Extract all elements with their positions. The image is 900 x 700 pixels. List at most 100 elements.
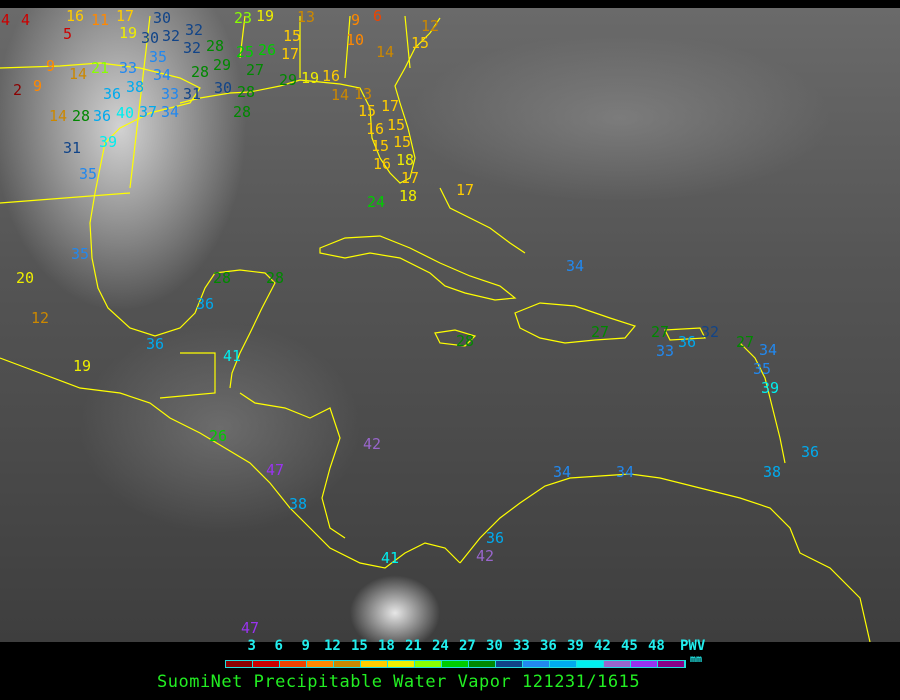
station-pwv-value: 15 <box>393 133 412 151</box>
station-pwv-value: 26 <box>258 41 277 59</box>
station-pwv-value: 28 <box>266 269 285 287</box>
legend-tick: 30 <box>486 638 503 654</box>
station-pwv-value: 14 <box>49 107 68 125</box>
legend-swatch <box>415 661 442 667</box>
legend-tick: 9 <box>301 638 310 654</box>
legend-swatch <box>442 661 469 667</box>
legend-tick: 3 <box>247 638 256 654</box>
legend-tick: 45 <box>621 638 638 654</box>
legend-unit-label: PWV <box>680 638 706 654</box>
station-pwv-value: 15 <box>411 34 430 52</box>
station-pwv-value: 2 <box>13 81 23 99</box>
coastlines <box>0 15 871 642</box>
station-pwv-value: 38 <box>126 78 145 96</box>
station-pwv-value: 17 <box>401 169 420 187</box>
puerto-rico <box>664 327 706 341</box>
jamaica <box>434 329 477 347</box>
station-pwv-value: 47 <box>241 619 260 637</box>
legend-swatch <box>226 661 253 667</box>
legend-tick: 24 <box>432 638 449 654</box>
us-gulf-coast <box>179 17 441 184</box>
station-pwv-value: 19 <box>119 24 138 42</box>
station-pwv-value: 32 <box>183 39 202 57</box>
legend-swatch <box>280 661 307 667</box>
station-pwv-value: 37 <box>139 103 158 121</box>
station-pwv-value: 28 <box>191 63 210 81</box>
station-pwv-value: 31 <box>63 139 82 157</box>
station-pwv-value: 21 <box>91 59 110 77</box>
station-pwv-value: 35 <box>149 48 168 66</box>
station-pwv-value: 14 <box>331 86 350 104</box>
station-pwv-value: 29 <box>279 71 298 89</box>
station-pwv-value: 33 <box>161 85 180 103</box>
station-pwv-value: 36 <box>93 107 112 125</box>
station-pwv-value: 42 <box>363 435 382 453</box>
station-pwv-value: 30 <box>141 29 160 47</box>
legend-swatch <box>658 661 685 667</box>
station-pwv-value: 18 <box>399 187 418 205</box>
satellite-image: 4 4 5 16 11 17 30 19 30 32 32 35 32 28 29 23 19 15 13 9 10 6 1… <box>0 8 900 642</box>
station-pwv-value: 14 <box>376 43 395 61</box>
station-pwv-value: 35 <box>71 245 90 263</box>
legend-tick: 39 <box>567 638 584 654</box>
station-pwv-value: 33 <box>656 342 675 360</box>
gulf-coast <box>0 62 276 389</box>
station-pwv-value: 36 <box>486 529 505 547</box>
legend-swatch <box>361 661 388 667</box>
station-pwv-value: 28 <box>213 269 232 287</box>
station-pwv-value: 17 <box>456 181 475 199</box>
legend-tick: 36 <box>540 638 557 654</box>
legend-swatch <box>631 661 658 667</box>
central-america <box>0 357 461 569</box>
legend-swatch <box>253 661 280 667</box>
legend-tick: 42 <box>594 638 611 654</box>
station-pwv-value: 27 <box>591 323 610 341</box>
station-pwv-value: 9 <box>351 11 361 29</box>
legend-swatch <box>307 661 334 667</box>
station-pwv-value: 16 <box>373 155 392 173</box>
legend-tick: 18 <box>378 638 395 654</box>
legend-swatch <box>577 661 604 667</box>
legend-swatch <box>469 661 496 667</box>
color-legend: 3 6 9 12 15 18 21 24 27 30 33 36 39 42 45 48 PWV mm Suo… <box>0 638 900 700</box>
station-pwv-value: 20 <box>16 269 35 287</box>
station-pwv-value: 19 <box>301 69 320 87</box>
station-pwv-value: 31 <box>183 85 202 103</box>
station-pwv-value: 27 <box>651 323 670 341</box>
station-pwv-value: 13 <box>297 8 316 26</box>
station-pwv-value: 32 <box>701 323 720 341</box>
station-pwv-value: 14 <box>69 65 88 83</box>
station-pwv-value: 35 <box>753 360 772 378</box>
station-pwv-value: 4 <box>1 11 11 29</box>
station-pwv-value: 15 <box>358 102 377 120</box>
legend-swatch <box>523 661 550 667</box>
station-pwv-value: 36 <box>678 333 697 351</box>
station-pwv-value: 34 <box>553 463 572 481</box>
station-pwv-value: 11 <box>91 11 110 29</box>
station-pwv-value: 39 <box>99 133 118 151</box>
lesser-antilles <box>739 342 786 464</box>
legend-swatch <box>604 661 631 667</box>
station-pwv-value: 29 <box>213 56 232 74</box>
station-labels: 4 4 5 16 11 17 30 19 30 32 32 35 32 28 29 23 19 15 13 9 10 6 1… <box>0 8 900 642</box>
station-pwv-value: 28 <box>237 83 256 101</box>
station-pwv-value: 16 <box>66 7 85 25</box>
station-pwv-value: 28 <box>456 332 475 350</box>
station-pwv-value: 17 <box>381 97 400 115</box>
hispaniola <box>514 302 637 344</box>
station-pwv-value: 34 <box>759 341 778 359</box>
station-pwv-value: 30 <box>153 9 172 27</box>
station-pwv-value: 32 <box>185 21 204 39</box>
legend-swatch <box>550 661 577 667</box>
station-pwv-value: 12 <box>421 17 440 35</box>
station-pwv-value: 9 <box>46 57 56 75</box>
legend-unit: mm <box>690 654 703 665</box>
station-pwv-value: 33 <box>119 59 138 77</box>
legend-swatch <box>496 661 523 667</box>
station-pwv-value: 32 <box>162 27 181 45</box>
legend-tick: 27 <box>459 638 476 654</box>
station-pwv-value: 41 <box>223 347 242 365</box>
map-title: SuomiNet Precipitable Water Vapor 121231… <box>157 672 641 692</box>
station-pwv-value: 12 <box>31 309 50 327</box>
